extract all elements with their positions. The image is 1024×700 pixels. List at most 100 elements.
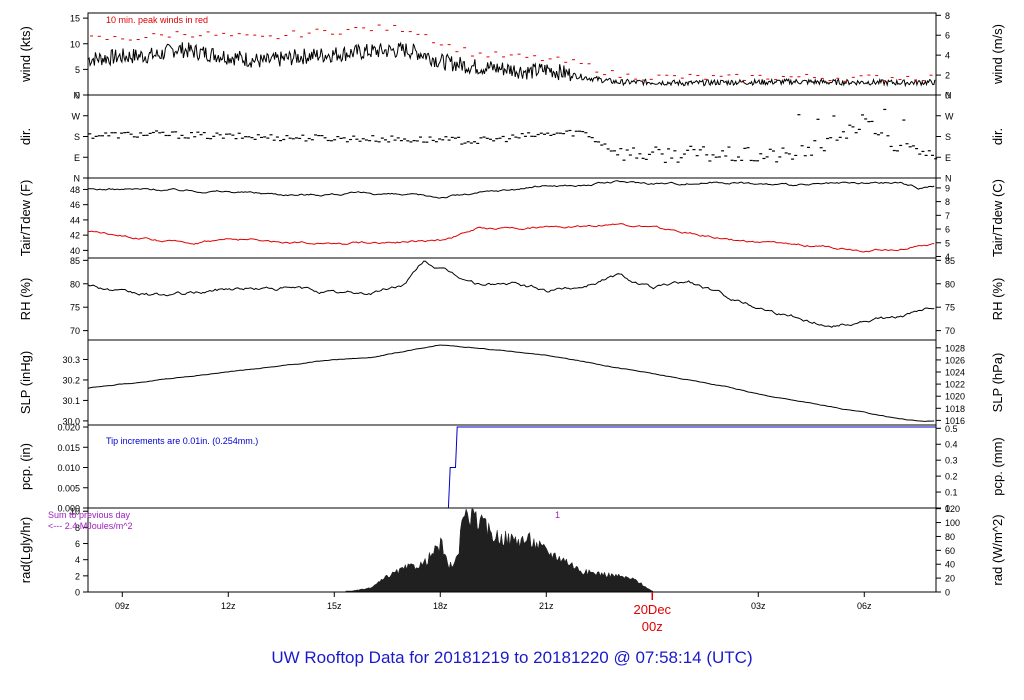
ylabel-left-slp: SLP (inHg) <box>18 351 33 414</box>
left-tick-label-rad: 10 <box>70 507 80 517</box>
right-tick-label-wind: 0 <box>945 91 950 101</box>
x-tick-label: 09z <box>115 601 130 611</box>
ylabel-left-wind: wind (kts) <box>18 26 33 83</box>
left-tick-label-slp: 30.0 <box>62 416 80 426</box>
x-tick-label: 15z <box>327 601 342 611</box>
left-tick-label-temp: 48 <box>70 185 80 195</box>
panel-frame-rh <box>87 257 937 341</box>
ylabel-left-pcp: pcp. (in) <box>18 443 33 490</box>
left-tick-label-rad: 8 <box>75 523 80 533</box>
right-tick-label-temp: 8 <box>945 197 950 207</box>
ylabel-left-rad: rad(Lgly/hr) <box>18 517 33 583</box>
x-tick-label: 21z <box>539 601 554 611</box>
right-tick-label-rad: 120 <box>945 504 960 514</box>
right-tick-label-dir: W <box>945 111 954 121</box>
x-tick-label: 18z <box>433 601 448 611</box>
radiation-sum-value: <--- 2.4 MJoules/m^2 <box>48 521 133 531</box>
left-tick-label-rh: 75 <box>70 303 80 313</box>
series-line-temp <box>87 223 935 253</box>
left-tick-label-slp: 30.1 <box>62 396 80 406</box>
left-tick-label-pcp: 0.010 <box>57 463 80 473</box>
radiation-marker: 1 <box>555 510 560 520</box>
left-tick-label-slp: 30.3 <box>62 355 80 365</box>
left-tick-label-temp: 40 <box>70 246 80 256</box>
right-tick-label-rh: 80 <box>945 279 955 289</box>
x-tick-label: 03z <box>751 601 766 611</box>
ylabel-right-slp: SLP (hPa) <box>990 353 1005 413</box>
left-tick-label-rad: 0 <box>75 588 80 598</box>
series-line-slp <box>87 344 935 422</box>
right-tick-label-pcp: 0.4 <box>945 440 958 450</box>
right-tick-label-rad: 100 <box>945 518 960 528</box>
right-tick-label-slp: 1018 <box>945 404 965 414</box>
right-tick-label-rh: 70 <box>945 326 955 336</box>
date-tick-label: 20Dec <box>633 602 671 617</box>
right-tick-label-rad: 40 <box>945 560 955 570</box>
right-tick-label-pcp: 0.5 <box>945 424 958 434</box>
right-tick-label-temp: 5 <box>945 238 950 248</box>
right-tick-label-rad: 60 <box>945 546 955 556</box>
ylabel-left-rh: RH (%) <box>18 278 33 321</box>
series-line-wind <box>87 41 936 88</box>
left-tick-label-dir: W <box>72 111 81 121</box>
right-tick-label-slp: 1020 <box>945 392 965 402</box>
left-tick-label-rad: 4 <box>75 555 80 565</box>
ylabel-right-temp: Tair/Tdew (C) <box>990 179 1005 257</box>
left-tick-label-slp: 30.2 <box>62 375 80 385</box>
ylabel-right-rad: rad (W/m^2) <box>990 514 1005 585</box>
left-tick-label-temp: 42 <box>70 231 80 241</box>
left-tick-label-wind: 10 <box>70 39 80 49</box>
right-tick-label-temp: 6 <box>945 225 950 235</box>
ylabel-left-dir: dir. <box>18 128 33 145</box>
right-tick-label-pcp: 0.1 <box>945 488 958 498</box>
left-tick-label-rh: 80 <box>70 279 80 289</box>
left-tick-label-wind: 5 <box>75 65 80 75</box>
right-tick-label-temp: 4 <box>945 252 950 262</box>
ylabel-right-rh: RH (%) <box>990 278 1005 321</box>
right-tick-label-wind: 4 <box>945 51 950 61</box>
left-tick-label-pcp: 0.020 <box>57 423 80 433</box>
left-tick-label-dir: S <box>74 132 80 142</box>
series-line-rh <box>87 260 935 328</box>
left-tick-label-rad: 6 <box>75 539 80 549</box>
right-tick-label-wind: 6 <box>945 31 950 41</box>
radiation-area <box>345 508 654 593</box>
left-tick-label-pcp: 0.005 <box>57 483 80 493</box>
right-tick-label-slp: 1024 <box>945 368 965 378</box>
left-tick-label-dir: N <box>74 91 81 101</box>
series-line-temp <box>87 180 935 199</box>
right-tick-label-slp: 1016 <box>945 416 965 426</box>
right-tick-label-dir: N <box>945 174 952 184</box>
x-tick-label: 12z <box>221 601 236 611</box>
peak-wind-annotation: 10 min. peak winds in red <box>106 15 208 25</box>
right-tick-label-dir: S <box>945 132 951 142</box>
right-tick-label-wind: 2 <box>945 71 950 81</box>
right-tick-label-rh: 75 <box>945 303 955 313</box>
left-tick-label-pcp: 0.000 <box>57 504 80 514</box>
panel-frame-wind <box>87 12 937 96</box>
left-tick-label-dir: E <box>74 153 80 163</box>
right-tick-label-slp: 1028 <box>945 343 965 353</box>
ylabel-right-wind: wind (m/s) <box>990 24 1005 85</box>
right-tick-label-pcp: 0 <box>945 504 950 514</box>
right-tick-label-slp: 1026 <box>945 355 965 365</box>
right-tick-label-rad: 20 <box>945 574 955 584</box>
right-tick-label-temp: 9 <box>945 183 950 193</box>
panel-frame-slp <box>87 339 937 426</box>
ylabel-right-dir: dir. <box>990 128 1005 145</box>
right-tick-label-slp: 1022 <box>945 380 965 390</box>
right-tick-label-rad: 80 <box>945 532 955 542</box>
ylabel-right-pcp: pcp. (mm) <box>990 437 1005 496</box>
left-tick-label-rh: 70 <box>70 326 80 336</box>
left-tick-label-temp: 46 <box>70 200 80 210</box>
ylabel-left-temp: Tair/Tdew (F) <box>18 180 33 257</box>
left-tick-label-dir: N <box>74 174 81 184</box>
left-tick-label-temp: 44 <box>70 215 80 225</box>
left-tick-label-wind: 15 <box>70 14 80 24</box>
right-tick-label-pcp: 0.3 <box>945 456 958 466</box>
left-tick-label-rh: 85 <box>70 256 80 266</box>
right-tick-label-temp: 7 <box>945 211 950 221</box>
right-tick-label-wind: 8 <box>945 11 950 21</box>
right-tick-label-pcp: 0.2 <box>945 472 958 482</box>
